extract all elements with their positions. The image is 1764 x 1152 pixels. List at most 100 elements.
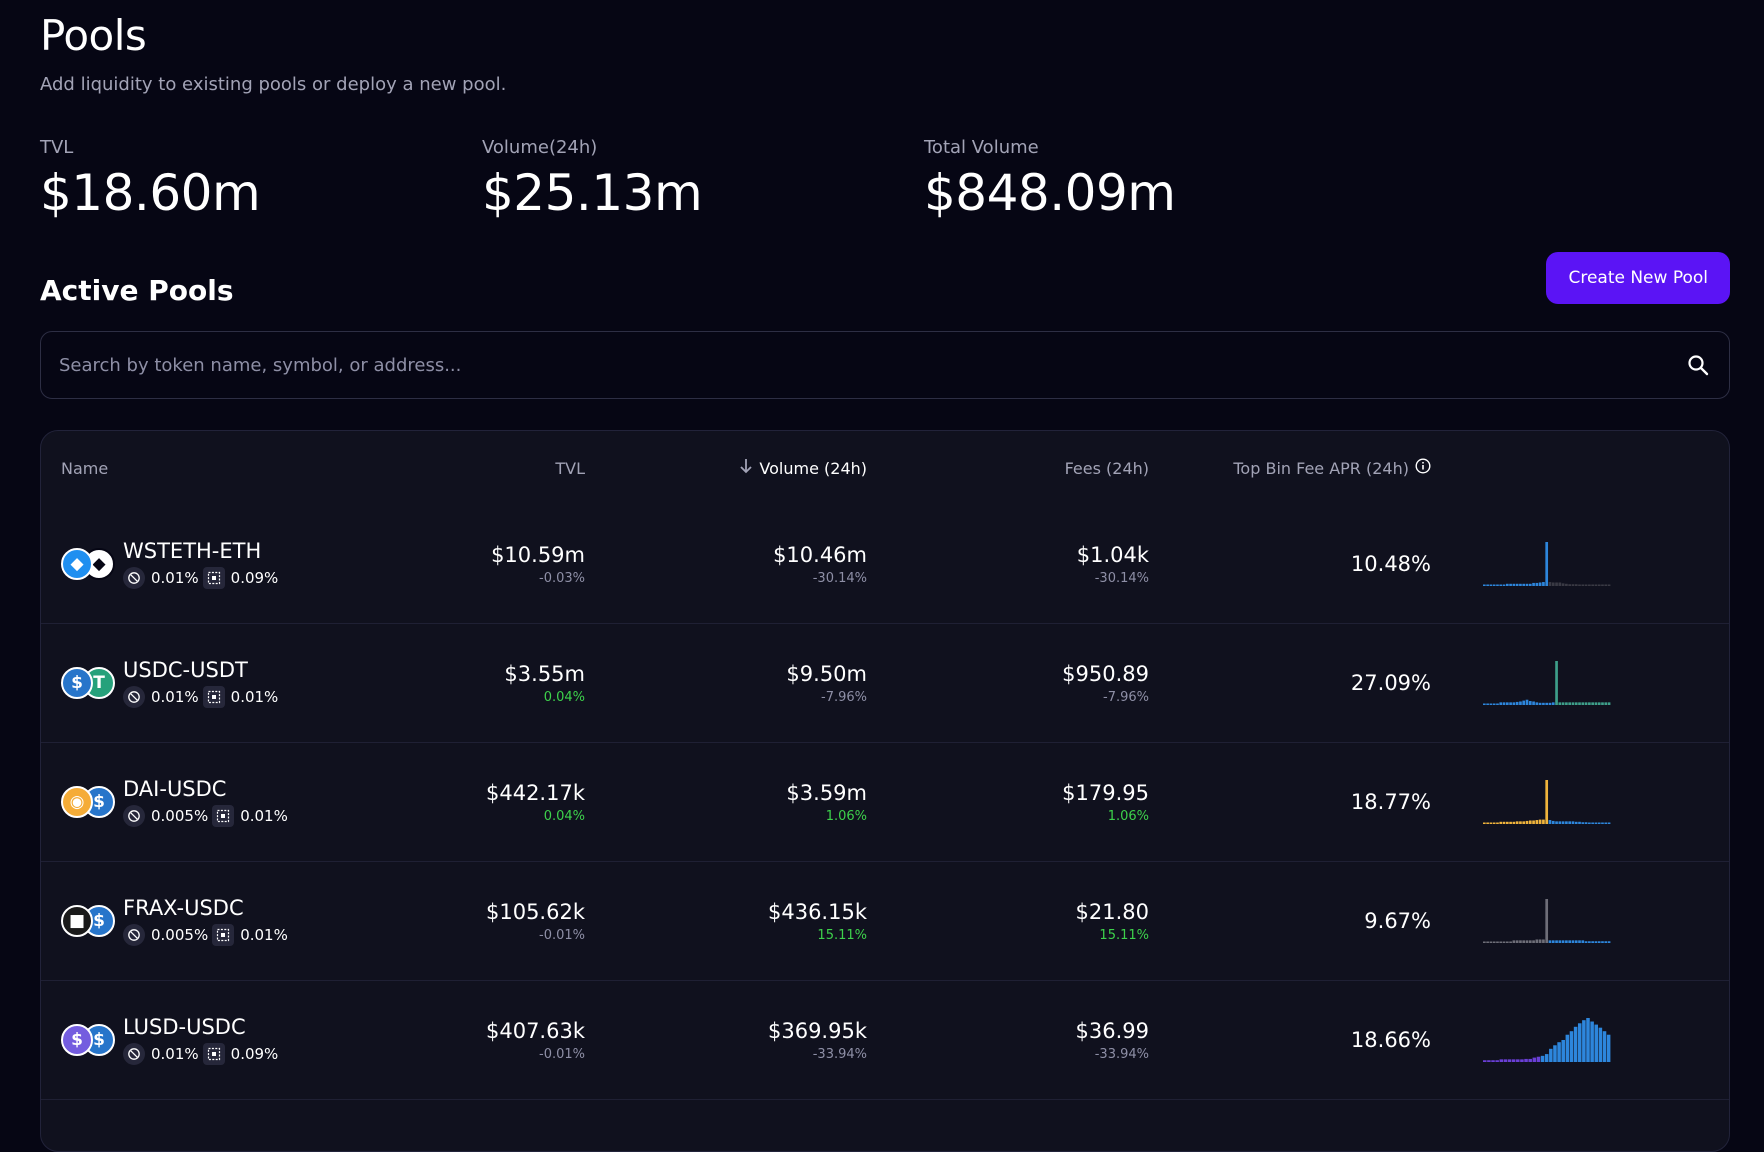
base-fee-icon: [123, 1043, 145, 1065]
info-icon[interactable]: [1415, 458, 1431, 478]
liquidity-bin: [1496, 941, 1499, 943]
table-row[interactable]: ◆ ◆ WSTETH-ETH 0.01%: [41, 505, 1729, 624]
base-fee: 0.01%: [151, 1045, 199, 1063]
token-pair-icons: ■ $: [61, 903, 117, 939]
fee-info: 0.01% 0.09%: [123, 567, 282, 589]
liquidity-bin: [1604, 941, 1608, 943]
liquidity-bin: [1519, 821, 1522, 824]
search-bar: [40, 331, 1730, 399]
table-row[interactable]: $ $ LUSD-USDC 0.01%: [41, 981, 1729, 1100]
column-header-fees[interactable]: Fees (24h): [1064, 458, 1149, 478]
arrow-down-icon: [739, 458, 753, 478]
liquidity-bin: [1519, 701, 1522, 705]
liquidity-bin: [1581, 822, 1585, 824]
liquidity-bin: [1594, 822, 1598, 824]
liquidity-bin: [1558, 940, 1562, 943]
apr-value: 18.66%: [1350, 1028, 1431, 1052]
liquidity-bin: [1588, 822, 1591, 824]
column-header-label: Volume (24h): [759, 458, 867, 478]
liquidity-bin: [1495, 1060, 1499, 1062]
liquidity-bin: [1584, 822, 1588, 824]
base-fee-icon: [123, 686, 145, 708]
liquidity-bin: [1542, 582, 1545, 586]
pair-name: USDC-USDT: [123, 658, 248, 682]
liquidity-bin: [1502, 941, 1506, 943]
liquidity-bin: [1561, 702, 1565, 705]
fee-info: 0.01% 0.01%: [123, 686, 282, 708]
bin-step-icon: [202, 567, 225, 589]
volume-cell: $9.50m -7.96%: [585, 662, 867, 705]
liquidity-bin: [1551, 940, 1555, 943]
apr-header: Top Bin Fee APR (24h): [1233, 458, 1431, 478]
liquidity-bin: [1525, 820, 1529, 824]
liquidity-bin: [1515, 821, 1519, 824]
liquidity-bin: [1503, 1059, 1508, 1062]
liquidity-bin: [1522, 940, 1526, 943]
liquidity-bin: [1535, 582, 1539, 586]
stat-volume-24h: Volume(24h) $25.13m: [482, 137, 924, 222]
column-header-apr[interactable]: Top Bin Fee APR (24h): [1149, 458, 1431, 478]
liquidity-bin: [1499, 702, 1503, 705]
liquidity-bin: [1499, 821, 1503, 824]
liquidity-bin: [1509, 821, 1512, 824]
stat-value: $18.60m: [40, 164, 261, 222]
active-pools-header: Active Pools Create New Pool: [40, 252, 1730, 307]
tvl-cell: $442.17k 0.04%: [361, 781, 585, 824]
column-header-name[interactable]: Name: [61, 458, 109, 478]
liquidity-bin: [1551, 820, 1555, 824]
stat-value: $25.13m: [482, 164, 703, 222]
table-row[interactable]: ◉ $ DAI-USDC 0.005%: [41, 743, 1729, 862]
liquidity-bin: [1520, 1059, 1524, 1062]
search-icon[interactable]: [1685, 352, 1711, 378]
liquidity-distribution-chart: [1483, 780, 1611, 824]
liquidity-bin: [1515, 583, 1519, 586]
volume-value: $436.15k: [767, 899, 867, 924]
liquidity-bin: [1581, 702, 1585, 705]
liquidity-bin: [1538, 819, 1542, 824]
liquidity-bin: [1486, 941, 1489, 943]
liquidity-bin: [1573, 1026, 1578, 1062]
token-pair-icons: ◉ $: [61, 784, 117, 820]
tvl-change: -0.01%: [539, 927, 585, 943]
column-header-volume[interactable]: Volume (24h): [585, 458, 867, 478]
pool-info: WSTETH-ETH 0.01%: [123, 539, 282, 589]
stat-label: Volume(24h): [482, 137, 598, 158]
liquidity-bin: [1607, 941, 1611, 943]
liquidity-chart-cell: [1431, 774, 1701, 830]
liquidity-bin: [1545, 542, 1549, 586]
liquidity-bin: [1535, 939, 1539, 943]
liquidity-bin: [1515, 940, 1519, 943]
liquidity-bin: [1491, 1060, 1495, 1062]
liquidity-bin: [1588, 584, 1591, 586]
fees-value: $950.89: [1062, 661, 1149, 686]
liquidity-bin: [1598, 1027, 1603, 1062]
pair-name: LUSD-USDC: [123, 1015, 246, 1039]
bin-step: 0.01%: [240, 926, 288, 944]
liquidity-bin: [1483, 703, 1486, 705]
column-header-tvl[interactable]: TVL: [555, 458, 585, 478]
table-row[interactable]: ■ $ FRAX-USDC 0.005%: [41, 862, 1729, 981]
apr-value: 27.09%: [1350, 671, 1431, 695]
volume-cell: $3.59m 1.06%: [585, 781, 867, 824]
liquidity-bin: [1522, 821, 1526, 824]
token-pair-icons: $ $: [61, 1022, 117, 1058]
liquidity-bin: [1542, 939, 1545, 943]
liquidity-bin: [1602, 1031, 1607, 1062]
liquidity-bin: [1548, 702, 1552, 705]
volume-value: $369.95k: [767, 1018, 867, 1043]
liquidity-bin: [1578, 584, 1581, 586]
liquidity-bin: [1548, 582, 1552, 586]
liquidity-bin: [1502, 702, 1506, 705]
stat-label: Total Volume: [924, 137, 1039, 158]
liquidity-bin: [1515, 701, 1519, 705]
liquidity-bin: [1538, 582, 1542, 586]
search-input[interactable]: [57, 353, 1685, 377]
table-row[interactable]: $ T USDC-USDT 0.01%: [41, 624, 1729, 743]
liquidity-bin: [1594, 941, 1598, 943]
pool-info: LUSD-USDC 0.01%: [123, 1015, 282, 1065]
fee-info: 0.005% 0.01%: [123, 805, 292, 827]
liquidity-bin: [1502, 584, 1506, 586]
create-new-pool-button[interactable]: Create New Pool: [1546, 252, 1730, 304]
liquidity-bin: [1565, 702, 1568, 705]
liquidity-bin: [1496, 703, 1499, 705]
